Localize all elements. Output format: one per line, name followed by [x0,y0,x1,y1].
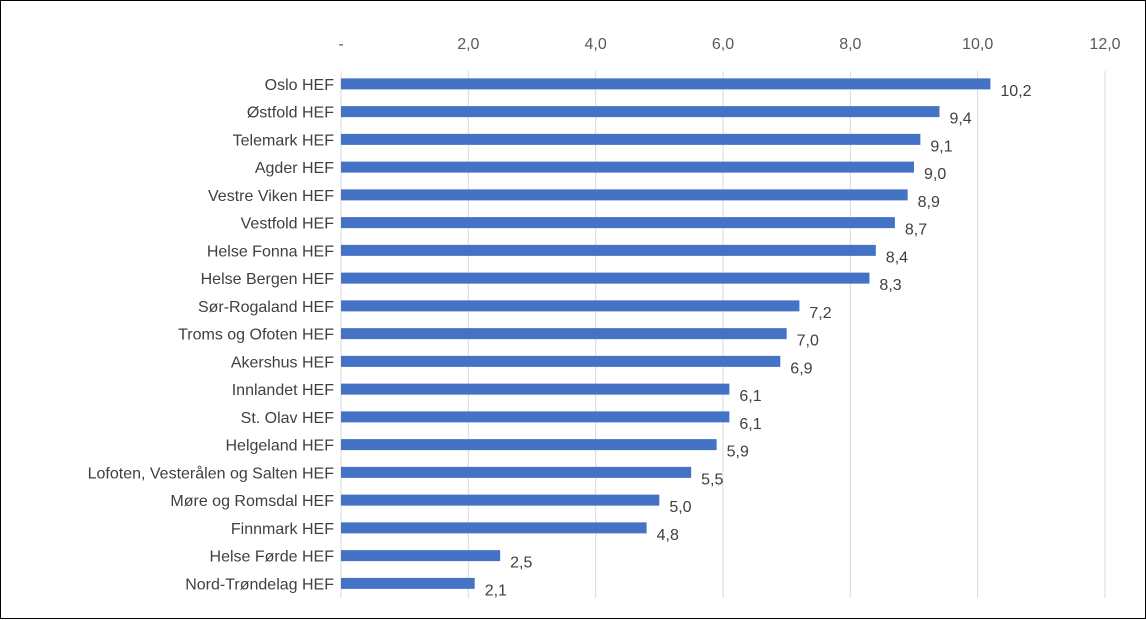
bar-7 [341,272,870,284]
data-label-0: 10,2 [1000,83,1031,100]
x-tick-label-0: - [338,36,343,53]
bar-17 [341,550,501,562]
bar-10 [341,355,781,367]
data-label-2: 9,1 [930,138,952,155]
category-label-7: Helse Bergen HEF [201,271,335,288]
data-label-7: 8,3 [879,277,901,294]
category-label-1: Østfold HEF [247,105,334,122]
category-label-9: Troms og Ofoten HEF [178,327,334,344]
category-label-12: St. Olav HEF [241,410,335,427]
category-label-16: Finnmark HEF [231,521,334,538]
category-label-11: Innlandet HEF [232,382,335,399]
category-label-0: Oslo HEF [265,77,335,94]
bar-0 [341,78,991,90]
category-label-4: Vestre Viken HEF [208,188,334,205]
category-label-13: Helgeland HEF [226,438,335,455]
bar-9 [341,328,787,340]
data-label-3: 9,0 [924,166,946,183]
data-labels: 10,2 9,4 9,1 9,0 8,9 8,7 8,4 8,3 7,2 7,0 6,9 6,1 6,1… [485,83,1032,600]
bar-6 [341,244,876,256]
x-tick-label-2: 4,0 [585,36,607,53]
data-label-18: 2,1 [485,582,507,599]
category-labels: Oslo HEF Østfold HEF Telemark HEF Agder HEF… [88,77,335,594]
x-tick-label-5: 10,0 [962,36,993,53]
data-label-17: 2,5 [510,555,532,572]
data-label-9: 7,0 [797,333,819,350]
bar-3 [341,161,914,173]
category-label-3: Agder HEF [255,160,334,177]
bars [341,78,991,589]
bar-15 [341,494,660,506]
category-label-8: Sør-Rogaland HEF [198,299,334,316]
data-label-1: 9,4 [949,111,971,128]
category-label-2: Telemark HEF [233,132,335,149]
bar-2 [341,133,921,145]
bar-5 [341,217,895,229]
data-label-4: 8,9 [918,194,940,211]
bar-1 [341,106,940,118]
data-label-10: 6,9 [790,360,812,377]
x-tick-label-4: 8,0 [839,36,861,53]
category-label-15: Møre og Romsdal HEF [170,493,334,510]
x-tick-label-1: 2,0 [457,36,479,53]
data-label-11: 6,1 [739,388,761,405]
data-label-8: 7,2 [809,305,831,322]
category-label-10: Akershus HEF [231,354,334,371]
x-tick-label-6: 12,0 [1089,36,1120,53]
data-label-13: 5,9 [727,444,749,461]
bar-18 [341,577,475,589]
bar-14 [341,466,692,478]
data-label-12: 6,1 [739,416,761,433]
x-tick-label-3: 6,0 [712,36,734,53]
category-label-5: Vestfold HEF [241,216,335,233]
bar-12 [341,411,730,423]
bar-8 [341,300,800,312]
category-label-17: Helse Førde HEF [210,549,335,566]
data-label-16: 4,8 [657,527,679,544]
data-label-14: 5,5 [701,471,723,488]
bar-13 [341,439,717,451]
data-label-6: 8,4 [886,249,908,266]
category-label-14: Lofoten, Vesterålen og Salten HEF [88,464,335,482]
category-label-18: Nord-Trøndelag HEF [185,576,334,593]
data-label-5: 8,7 [905,222,927,239]
data-label-15: 5,0 [669,499,691,516]
x-axis-ticks: - 2,0 4,0 6,0 8,0 10,0 12,0 [338,36,1120,53]
bar-16 [341,522,647,534]
bar-11 [341,383,730,395]
category-label-6: Helse Fonna HEF [207,243,334,260]
bar-4 [341,189,908,201]
